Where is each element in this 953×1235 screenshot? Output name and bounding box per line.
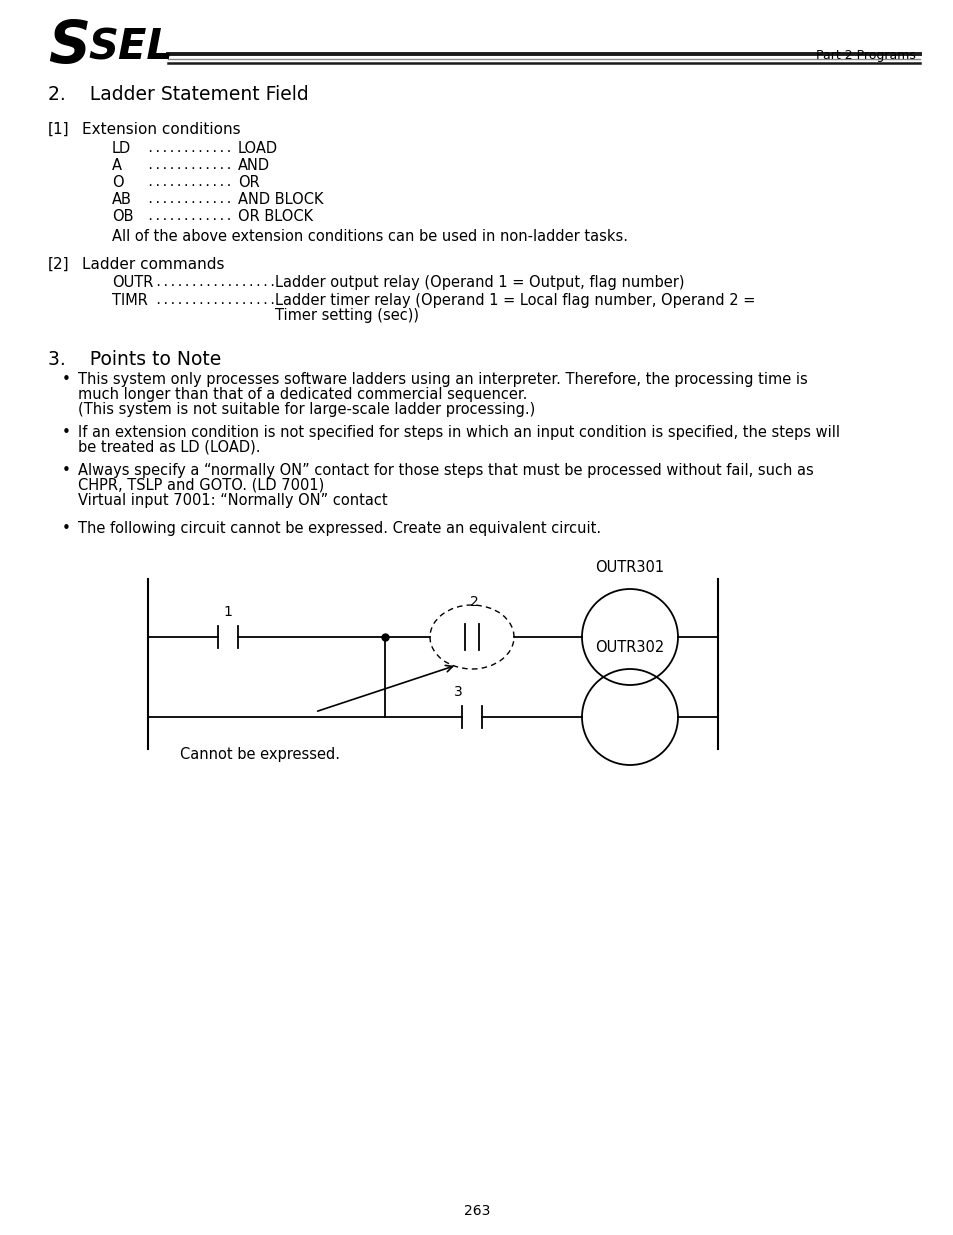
Text: A: A: [112, 158, 122, 173]
Text: much longer than that of a dedicated commercial sequencer.: much longer than that of a dedicated com…: [78, 387, 527, 403]
Text: All of the above extension conditions can be used in non-ladder tasks.: All of the above extension conditions ca…: [112, 228, 627, 245]
Text: 263: 263: [463, 1204, 490, 1218]
Text: OB: OB: [112, 209, 133, 224]
Text: •: •: [62, 463, 71, 478]
Text: Timer setting (sec)): Timer setting (sec)): [274, 308, 418, 324]
Text: .................: .................: [148, 294, 276, 308]
Text: 2: 2: [469, 595, 477, 609]
Text: •: •: [62, 521, 71, 536]
Text: 2.    Ladder Statement Field: 2. Ladder Statement Field: [48, 85, 309, 104]
Text: If an extension condition is not specified for steps in which an input condition: If an extension condition is not specifi…: [78, 425, 840, 440]
Text: •: •: [62, 425, 71, 440]
Text: Virtual input 7001: “Normally ON” contact: Virtual input 7001: “Normally ON” contac…: [78, 493, 387, 508]
Text: Extension conditions: Extension conditions: [82, 122, 240, 137]
Text: ............: ............: [140, 193, 233, 206]
Text: OR: OR: [237, 175, 259, 190]
Text: CHPR, TSLP and GOTO. (LD 7001): CHPR, TSLP and GOTO. (LD 7001): [78, 478, 324, 493]
Text: 1: 1: [223, 605, 233, 619]
Text: 3.    Points to Note: 3. Points to Note: [48, 350, 221, 369]
Text: The following circuit cannot be expressed. Create an equivalent circuit.: The following circuit cannot be expresse…: [78, 521, 600, 536]
Text: (This system is not suitable for large-scale ladder processing.): (This system is not suitable for large-s…: [78, 403, 535, 417]
Text: Ladder commands: Ladder commands: [82, 257, 224, 272]
Text: ............: ............: [140, 177, 233, 189]
Text: SEL: SEL: [88, 26, 172, 68]
Text: [2]: [2]: [48, 257, 70, 272]
Text: S: S: [48, 19, 90, 75]
Text: ............: ............: [140, 142, 233, 156]
Text: OUTR302: OUTR302: [595, 640, 664, 655]
Text: 3: 3: [453, 685, 462, 699]
Text: ............: ............: [140, 210, 233, 224]
Text: AND BLOCK: AND BLOCK: [237, 191, 323, 207]
Text: OUTR: OUTR: [112, 275, 153, 290]
Text: .................: .................: [148, 275, 276, 289]
Text: OUTR301: OUTR301: [595, 559, 664, 576]
Text: be treated as LD (LOAD).: be treated as LD (LOAD).: [78, 440, 260, 454]
Text: ............: ............: [140, 159, 233, 172]
Text: OR BLOCK: OR BLOCK: [237, 209, 313, 224]
Text: •: •: [62, 372, 71, 387]
Text: LOAD: LOAD: [237, 141, 278, 156]
Text: LD: LD: [112, 141, 132, 156]
Text: AB: AB: [112, 191, 132, 207]
Text: [1]: [1]: [48, 122, 70, 137]
Text: Ladder timer relay (Operand 1 = Local flag number, Operand 2 =: Ladder timer relay (Operand 1 = Local fl…: [274, 293, 755, 308]
Text: TIMR: TIMR: [112, 293, 148, 308]
Text: AND: AND: [237, 158, 270, 173]
Text: Always specify a “normally ON” contact for those steps that must be processed wi: Always specify a “normally ON” contact f…: [78, 463, 813, 478]
Text: This system only processes software ladders using an interpreter. Therefore, the: This system only processes software ladd…: [78, 372, 807, 387]
Text: Ladder output relay (Operand 1 = Output, flag number): Ladder output relay (Operand 1 = Output,…: [274, 275, 684, 290]
Text: Part 2 Programs: Part 2 Programs: [815, 48, 915, 62]
Text: Cannot be expressed.: Cannot be expressed.: [180, 747, 339, 762]
Text: O: O: [112, 175, 124, 190]
